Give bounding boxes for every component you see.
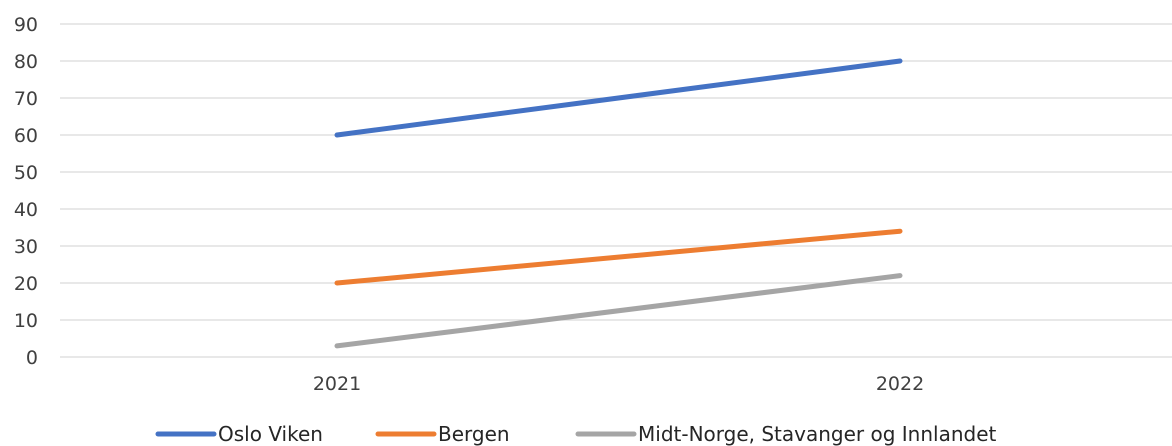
y-axis: 0 10 20 30 40 50 60 70 80 90 — [14, 14, 38, 369]
legend-label: Oslo Viken — [218, 422, 323, 446]
y-tick-label: 30 — [14, 236, 38, 258]
y-tick-label: 50 — [14, 162, 38, 184]
series-line-1 — [334, 228, 903, 286]
y-tick-label: 60 — [14, 125, 38, 147]
gridlines — [60, 23, 1172, 358]
x-axis: 2021 2022 — [313, 373, 924, 395]
y-tick-label: 10 — [14, 310, 38, 332]
x-tick-label: 2022 — [876, 373, 924, 395]
legend: Oslo Viken Bergen Midt-Norge, Stavanger og… — [155, 422, 997, 446]
legend-label: Midt-Norge, Stavanger og Innlandet — [638, 422, 997, 446]
series-line-0 — [334, 58, 903, 138]
y-tick-label: 20 — [14, 273, 38, 295]
y-tick-label: 90 — [14, 14, 38, 36]
y-tick-label: 80 — [14, 51, 38, 73]
series-lines — [334, 58, 903, 349]
series-line-2 — [334, 273, 903, 349]
x-tick-label: 2021 — [313, 373, 361, 395]
legend-label: Bergen — [438, 422, 510, 446]
y-tick-label: 40 — [14, 199, 38, 221]
y-tick-label: 0 — [26, 347, 38, 369]
y-tick-label: 70 — [14, 88, 38, 110]
